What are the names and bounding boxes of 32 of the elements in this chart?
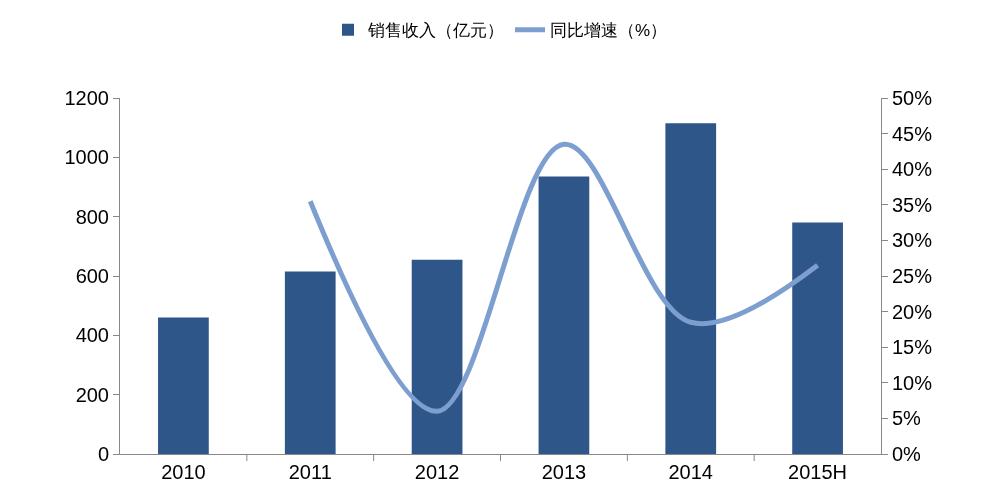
x-tick-label: 2011: [288, 461, 332, 483]
x-tick-label: 2014: [668, 461, 713, 483]
y-tick-label: 600: [75, 265, 109, 287]
x-tick-label: 2013: [541, 461, 587, 483]
y2-tick-label: 25%: [892, 265, 933, 287]
bar: [158, 317, 209, 454]
bar: [665, 123, 717, 454]
legend-label: 同比增速（%）: [550, 21, 668, 41]
y2-tick-label: 10%: [892, 371, 933, 394]
y2-tick-label: 50%: [892, 87, 933, 109]
y-tick-label: 400: [75, 324, 109, 347]
y2-tick-label: 0%: [892, 443, 922, 465]
y2-tick-label: 35%: [892, 193, 933, 216]
bar: [284, 271, 336, 454]
y-tick-label: 1000: [64, 146, 109, 169]
y2-tick-label: 40%: [892, 158, 933, 181]
x-tick-label: 2010: [161, 461, 206, 483]
y-tick-label: 1200: [64, 87, 109, 109]
y2-tick-label: 5%: [892, 407, 922, 430]
bar: [538, 176, 590, 454]
y2-tick-label: 15%: [892, 336, 933, 359]
bar: [792, 222, 843, 454]
legend-label: 销售收入（亿元）: [367, 21, 504, 41]
y2-tick-label: 45%: [892, 122, 933, 145]
x-tick-label: 2015H: [788, 461, 848, 483]
bar: [411, 259, 463, 454]
y2-tick-label: 30%: [892, 229, 933, 252]
y-tick-label: 200: [75, 383, 109, 406]
y2-tick-label: 20%: [892, 300, 933, 323]
x-tick-label: 2012: [414, 461, 460, 483]
y-tick-label: 800: [75, 205, 109, 228]
y-tick-label: 0: [97, 443, 109, 465]
